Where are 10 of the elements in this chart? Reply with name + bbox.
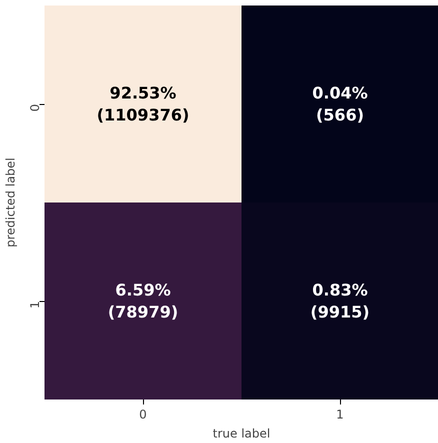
data-label: 0.83%: [312, 280, 368, 300]
data-label: 92.53%: [110, 84, 176, 102]
y-axis-title: predicted label: [4, 158, 18, 248]
x-axis-title: true label: [212, 426, 270, 440]
data-label: 6.59%: [115, 280, 171, 300]
annotation: (1109376): [96, 106, 190, 124]
data-label: 0.04%: [312, 84, 368, 102]
annotation: (566): [316, 106, 364, 124]
annotation: (9915): [310, 302, 370, 322]
annotation: (78979): [108, 302, 178, 322]
